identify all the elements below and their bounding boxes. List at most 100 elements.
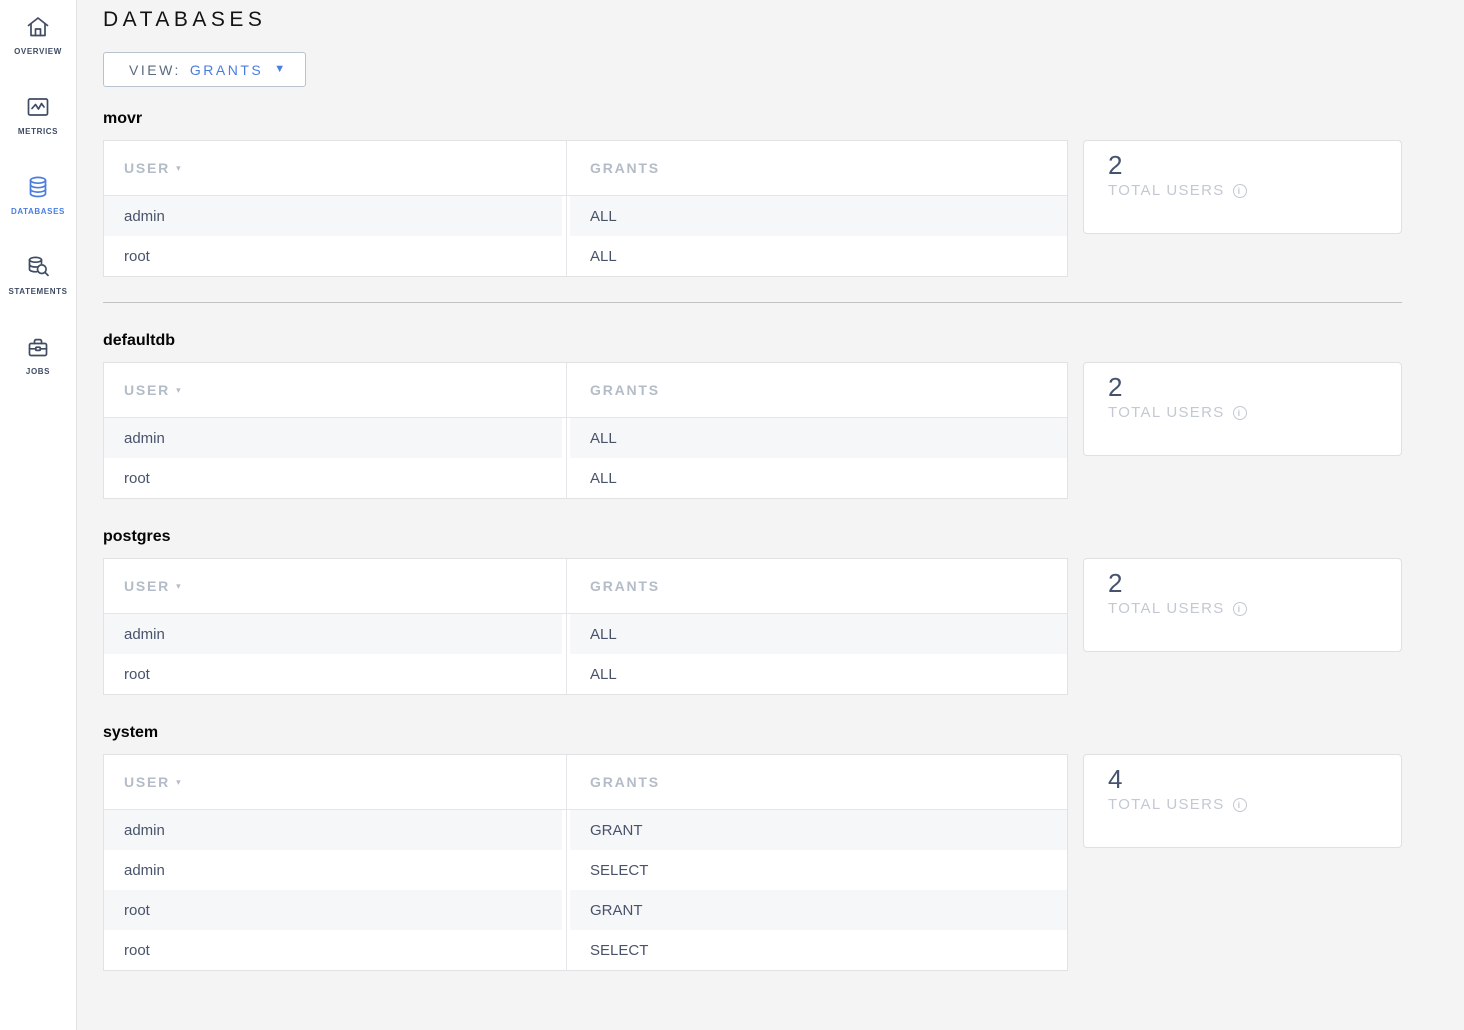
- table-row: admin GRANT: [104, 810, 1067, 850]
- user-cell: admin: [124, 861, 165, 879]
- column-divider: [566, 559, 567, 694]
- grants-table: USER ▾ GRANTS admin ALL root ALL: [103, 558, 1068, 695]
- grants-cell: GRANT: [590, 821, 643, 839]
- section-divider: [103, 302, 1402, 303]
- user-cell: admin: [124, 207, 165, 225]
- column-header-grants-label: GRANTS: [590, 774, 660, 790]
- view-dropdown-value: GRANTS: [189, 61, 264, 78]
- total-users-label: TOTAL USERS: [1108, 796, 1225, 814]
- total-users-card: 2 TOTAL USERS i: [1083, 362, 1402, 456]
- table-row: admin ALL: [104, 196, 1067, 236]
- table-row: root ALL: [104, 458, 1067, 498]
- table-row: admin ALL: [104, 614, 1067, 654]
- grants-cell: SELECT: [590, 861, 649, 879]
- column-header-grants-label: GRANTS: [590, 160, 660, 176]
- total-users-label: TOTAL USERS: [1108, 404, 1225, 422]
- table-row: root SELECT: [104, 930, 1067, 970]
- metrics-chart-icon: [27, 98, 49, 116]
- view-dropdown[interactable]: VIEW: GRANTS ▼: [103, 52, 307, 87]
- sidebar-item-label: OVERVIEW: [14, 47, 62, 56]
- total-users-label: TOTAL USERS: [1108, 600, 1225, 618]
- page-title: DATABASES: [103, 8, 267, 31]
- user-cell: root: [124, 469, 150, 487]
- total-users-count: 4: [1108, 764, 1123, 794]
- total-users-card: 2 TOTAL USERS i: [1083, 140, 1402, 234]
- column-header-grants[interactable]: GRANTS: [570, 363, 1067, 417]
- sidebar-item-overview[interactable]: OVERVIEW: [0, 2, 76, 82]
- database-name: system: [103, 724, 159, 741]
- sort-caret-icon: ▾: [176, 162, 181, 173]
- user-cell: root: [124, 941, 150, 959]
- home-icon: [27, 17, 49, 37]
- user-cell: admin: [124, 821, 165, 839]
- table-row: root ALL: [104, 654, 1067, 694]
- column-divider: [566, 141, 567, 276]
- grants-cell: ALL: [590, 429, 617, 447]
- sort-caret-icon: ▾: [176, 776, 181, 787]
- table-row: root GRANT: [104, 890, 1067, 930]
- column-header-user-label: USER: [124, 160, 171, 176]
- grants-cell: ALL: [590, 247, 617, 265]
- grants-cell: ALL: [590, 207, 617, 225]
- user-cell: root: [124, 665, 150, 683]
- info-icon[interactable]: i: [1232, 797, 1247, 812]
- database-name: postgres: [103, 528, 171, 545]
- sort-caret-icon: ▾: [176, 580, 181, 591]
- sidebar-item-jobs[interactable]: JOBS: [0, 322, 76, 402]
- user-cell: root: [124, 247, 150, 265]
- grants-cell: GRANT: [590, 901, 643, 919]
- sidebar-item-label: DATABASES: [11, 207, 65, 216]
- grants-cell: ALL: [590, 625, 617, 643]
- sidebar-item-label: METRICS: [17, 127, 59, 136]
- column-header-user-label: USER: [124, 774, 171, 790]
- user-cell: admin: [124, 625, 165, 643]
- column-header-user-label: USER: [124, 382, 171, 398]
- database-name: movr: [103, 110, 143, 127]
- user-cell: root: [124, 901, 150, 919]
- database-section-postgres: postgres USER ▾ GRANTS admin ALL: [103, 528, 1402, 695]
- column-divider: [566, 755, 567, 970]
- database-name: defaultdb: [103, 332, 175, 349]
- column-header-grants-label: GRANTS: [590, 578, 660, 594]
- total-users-card: 2 TOTAL USERS i: [1083, 558, 1402, 652]
- column-header-user[interactable]: USER ▾: [104, 755, 562, 809]
- sidebar: OVERVIEW METRICS DATABASES STATEMENTS: [0, 0, 77, 1030]
- column-header-user[interactable]: USER ▾: [104, 559, 562, 613]
- view-dropdown-label: VIEW:: [129, 61, 181, 78]
- column-header-grants[interactable]: GRANTS: [570, 141, 1067, 195]
- total-users-card: 4 TOTAL USERS i: [1083, 754, 1402, 848]
- sort-caret-icon: ▾: [176, 384, 181, 395]
- briefcase-icon: [28, 338, 48, 357]
- table-row: admin ALL: [104, 418, 1067, 458]
- database-icon: [29, 176, 47, 198]
- table-row: admin SELECT: [104, 850, 1067, 890]
- column-header-user[interactable]: USER ▾: [104, 363, 562, 417]
- table-row: root ALL: [104, 236, 1067, 276]
- column-header-user-label: USER: [124, 578, 171, 594]
- grants-cell: ALL: [590, 665, 617, 683]
- grants-table: USER ▾ GRANTS admin ALL root ALL: [103, 140, 1068, 277]
- database-section-system: system USER ▾ GRANTS admin GRANT: [103, 724, 1402, 971]
- column-header-grants-label: GRANTS: [590, 382, 660, 398]
- sidebar-item-databases[interactable]: DATABASES: [0, 162, 76, 242]
- info-icon[interactable]: i: [1232, 183, 1247, 198]
- column-header-user[interactable]: USER ▾: [104, 141, 562, 195]
- column-header-grants[interactable]: GRANTS: [570, 559, 1067, 613]
- database-section-defaultdb: defaultdb USER ▾ GRANTS admin ALL: [103, 332, 1402, 499]
- column-header-grants[interactable]: GRANTS: [570, 755, 1067, 809]
- sidebar-item-statements[interactable]: STATEMENTS: [0, 242, 76, 322]
- sidebar-item-metrics[interactable]: METRICS: [0, 82, 76, 162]
- total-users-count: 2: [1108, 150, 1123, 180]
- column-divider: [566, 363, 567, 498]
- grants-cell: ALL: [590, 469, 617, 487]
- main-content: DATABASES VIEW: GRANTS ▼ movr USER ▾ GRA…: [103, 0, 1402, 971]
- grants-table: USER ▾ GRANTS admin GRANT admin SELECT: [103, 754, 1068, 971]
- chevron-down-icon: ▼: [274, 63, 286, 75]
- user-cell: admin: [124, 429, 165, 447]
- database-search-icon: [28, 256, 49, 277]
- info-icon[interactable]: i: [1232, 405, 1247, 420]
- sidebar-item-label: STATEMENTS: [8, 287, 68, 296]
- sidebar-item-label: JOBS: [25, 367, 51, 376]
- grants-table: USER ▾ GRANTS admin ALL root ALL: [103, 362, 1068, 499]
- info-icon[interactable]: i: [1232, 601, 1247, 616]
